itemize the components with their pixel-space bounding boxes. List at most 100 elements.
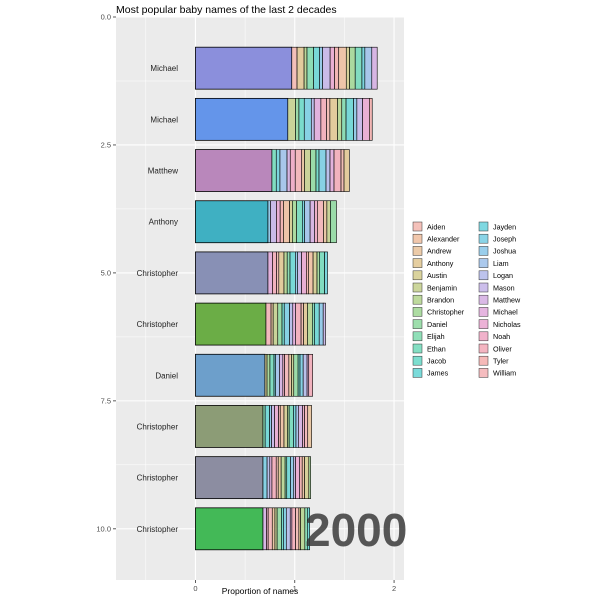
bar-segment — [319, 251, 325, 295]
bar-segment — [274, 507, 278, 551]
legend-label: Alexander — [427, 235, 460, 244]
bar-segment — [292, 200, 297, 244]
x-axis: 0 1 2 — [193, 580, 396, 593]
bar-segment — [289, 251, 296, 295]
bar-segment — [286, 456, 291, 499]
bar-segment — [308, 353, 313, 397]
bar-segment — [267, 507, 273, 551]
bar-segment — [302, 353, 308, 397]
bar-segment — [318, 149, 327, 192]
legend-label: Liam — [493, 259, 509, 268]
bar-segment — [369, 98, 373, 141]
legend-swatch — [412, 331, 423, 342]
bar-segment — [329, 98, 338, 141]
legend-label: Aiden — [427, 222, 445, 231]
bar-segment — [353, 98, 358, 141]
legend-swatch — [478, 355, 489, 366]
bar-segment — [262, 456, 268, 499]
y-tick-label: 5.0 — [101, 269, 111, 278]
bar-lead-segment — [195, 405, 264, 448]
bar-segment — [308, 456, 311, 499]
bar-segment — [341, 98, 347, 141]
bar-segment — [277, 302, 283, 346]
y-tick-label: 2.5 — [101, 141, 111, 150]
bar-segment — [371, 46, 378, 90]
bar-segment — [362, 98, 370, 141]
bar-segment — [283, 251, 288, 295]
legend-entry: Ethan — [412, 343, 446, 353]
bar-stack — [195, 405, 312, 448]
bar-segment — [307, 302, 313, 346]
legend-entry: Anthony — [412, 258, 454, 268]
legend-entry: Jayden — [478, 221, 516, 231]
bar-segment — [281, 302, 285, 346]
bar-segment — [279, 405, 285, 448]
bar-labels: Michael Michael Matthew Anthony Christopher C… — [137, 64, 179, 534]
legend-label: James — [427, 369, 449, 378]
legend-swatch — [412, 282, 423, 293]
bar-segment — [288, 405, 294, 448]
bar-label: Christopher — [137, 525, 179, 534]
legend-entry: Noah — [478, 331, 510, 342]
bar-segment — [326, 98, 331, 141]
bar-segment — [306, 507, 310, 551]
legend-label: Daniel — [427, 320, 448, 329]
bar-segment — [283, 302, 290, 346]
legend-label: Joshua — [493, 247, 516, 256]
bar-segment — [329, 46, 335, 90]
bar-segment — [289, 149, 296, 192]
legend-label: Andrew — [427, 247, 452, 256]
bar-segment — [302, 200, 305, 244]
legend-swatch — [478, 246, 489, 256]
bar-lead-segment — [195, 46, 293, 90]
bar-label: Michael — [150, 64, 178, 73]
bar-lead-segment — [195, 251, 269, 295]
bar-segment — [271, 507, 276, 551]
bar-segment — [323, 200, 328, 244]
legend-entry: Austin — [412, 270, 447, 280]
legend-entry: Oliver — [478, 343, 512, 353]
bar-stack — [195, 507, 310, 551]
bar-segment — [269, 456, 273, 499]
bar-segment — [306, 46, 314, 90]
bar-stack — [195, 353, 313, 397]
bar-segment — [337, 98, 343, 141]
legend-swatch — [478, 233, 489, 244]
legend-label: Michael — [493, 308, 518, 317]
bar-segment — [301, 456, 305, 499]
bar-segment — [293, 353, 299, 397]
bar-lead-segment — [195, 97, 289, 141]
legend-label: Austin — [427, 271, 447, 280]
legend-swatch — [412, 246, 423, 256]
legend-label: Benjamin — [427, 283, 457, 292]
legend-entry: Joseph — [478, 233, 516, 244]
bar-segment — [334, 46, 340, 90]
bar-lead-segment — [195, 507, 264, 551]
bar-segment — [295, 302, 302, 346]
bar-lead-segment — [195, 353, 266, 397]
bar-segment — [272, 302, 279, 346]
bar-label: Daniel — [155, 371, 178, 380]
legend-entry: William — [478, 368, 516, 378]
bar-segment — [308, 251, 314, 295]
legend-entry: Nicholas — [478, 319, 521, 329]
legend-swatch — [478, 331, 489, 342]
legend-entry: Michael — [478, 307, 518, 317]
bar-segment — [297, 251, 302, 295]
bar-segment — [264, 353, 268, 397]
bar-label: Christopher — [137, 422, 179, 431]
bar-segment — [284, 353, 290, 397]
legend-entry: Alexander — [412, 233, 460, 244]
bar-segment — [313, 98, 322, 141]
bar-stack — [195, 200, 337, 244]
bar-segment — [361, 46, 366, 90]
legend-label: Brandon — [427, 296, 454, 305]
bar-segment — [271, 405, 275, 448]
legend-entry: Logan — [478, 270, 513, 280]
bar-segment — [286, 149, 291, 192]
bar-segment — [310, 98, 315, 141]
bar-label: Matthew — [148, 167, 178, 176]
y-axis: 0.0 2.5 5.0 7.5 10.0 — [96, 13, 116, 533]
bar-segment — [275, 353, 280, 397]
